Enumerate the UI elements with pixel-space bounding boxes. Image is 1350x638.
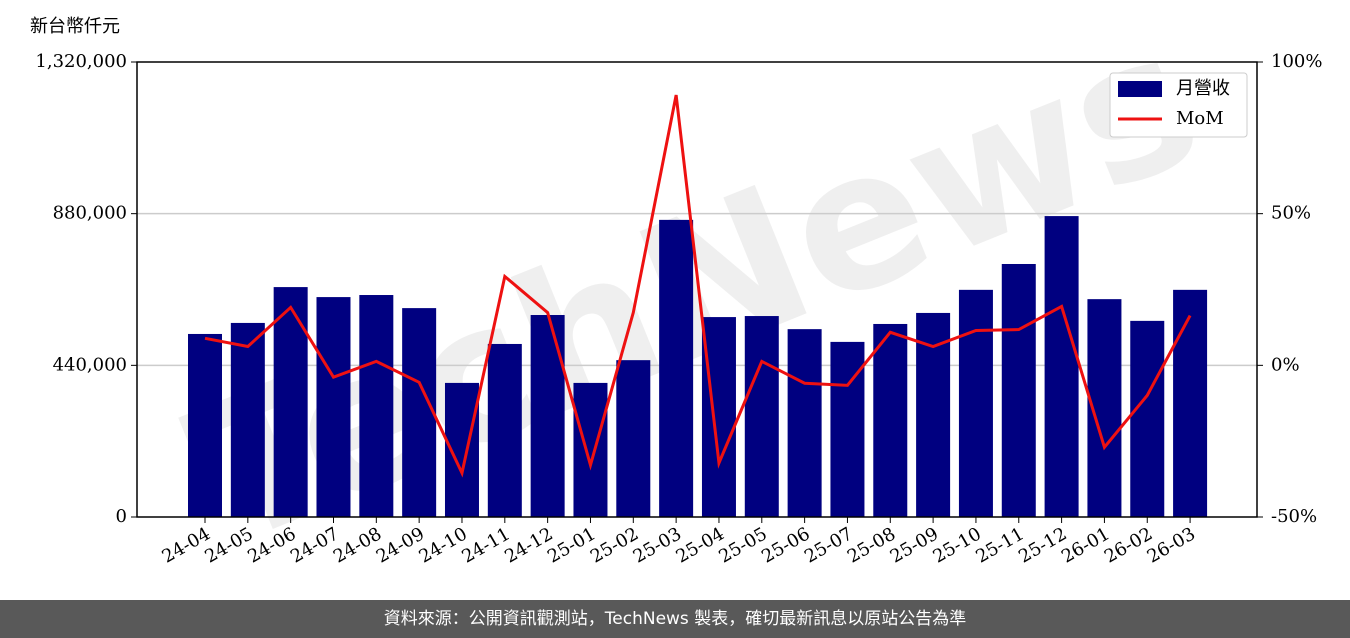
y2-tick-label: 50% xyxy=(1271,203,1311,224)
bar xyxy=(230,322,265,517)
x-tick-label: 24-11 xyxy=(458,523,513,567)
y2-tick-label: -50% xyxy=(1271,506,1317,527)
bar xyxy=(1001,263,1036,517)
bar xyxy=(573,382,608,517)
y2-tick-label: 0% xyxy=(1271,354,1300,375)
line xyxy=(204,94,1192,478)
x-tick-label: 26-02 xyxy=(1101,523,1156,567)
bar xyxy=(402,308,437,517)
y-tick-label: 1,320,000 xyxy=(35,51,127,72)
y-tick-label: 880,000 xyxy=(53,203,127,224)
x-tick-label: 25-03 xyxy=(630,523,685,567)
bar xyxy=(487,343,522,517)
footer-text: 資料來源：公開資訊觀測站，TechNews 製表，確切最新訊息以原站公告為準 xyxy=(384,609,966,629)
x-tick-label: 25-05 xyxy=(715,523,770,567)
y-tick-label: 0 xyxy=(116,506,127,527)
x-tick-label: 25-08 xyxy=(844,523,899,567)
x-tick-label: 26-03 xyxy=(1144,523,1199,567)
bar xyxy=(1173,289,1208,517)
x-tick-label: 25-06 xyxy=(758,523,813,567)
y2-tick-label: 100% xyxy=(1271,51,1322,72)
bar xyxy=(873,323,908,517)
bar xyxy=(744,316,779,517)
x-tick-label: 24-04 xyxy=(159,523,214,567)
x-tick-label: 25-02 xyxy=(587,523,642,567)
x-tick-label: 25-09 xyxy=(887,523,942,567)
x-tick-label: 25-07 xyxy=(801,523,856,567)
x-tick-label: 25-01 xyxy=(544,523,599,567)
bar xyxy=(530,315,565,517)
bar xyxy=(188,333,222,517)
bar xyxy=(359,295,394,517)
legend-swatch xyxy=(1118,81,1162,97)
plot-frame xyxy=(136,61,1258,518)
bar xyxy=(830,341,865,517)
x-tick-label: 25-11 xyxy=(972,523,1027,567)
y-tick-label: 440,000 xyxy=(53,354,127,375)
x-tick-label: 25-10 xyxy=(930,523,985,567)
bar xyxy=(1130,320,1165,517)
x-tick-label: 25-04 xyxy=(673,523,728,567)
bar xyxy=(659,219,694,517)
legend-label: MoM xyxy=(1176,108,1224,129)
bar xyxy=(1044,216,1079,518)
legend-label: 月營收 xyxy=(1176,78,1230,99)
bar xyxy=(787,329,822,517)
x-tick-label: 24-12 xyxy=(501,523,556,567)
footer-bar xyxy=(0,600,1350,638)
y-axis-label: 新台幣仟元 xyxy=(30,16,120,37)
bar xyxy=(273,287,308,517)
x-tick-label: 24-10 xyxy=(416,523,471,567)
bar xyxy=(701,317,736,517)
bar xyxy=(316,297,351,517)
x-tick-label: 25-12 xyxy=(1015,523,1070,567)
bar xyxy=(616,360,651,517)
x-tick-label: 26-01 xyxy=(1058,523,1113,567)
bar xyxy=(958,289,993,517)
